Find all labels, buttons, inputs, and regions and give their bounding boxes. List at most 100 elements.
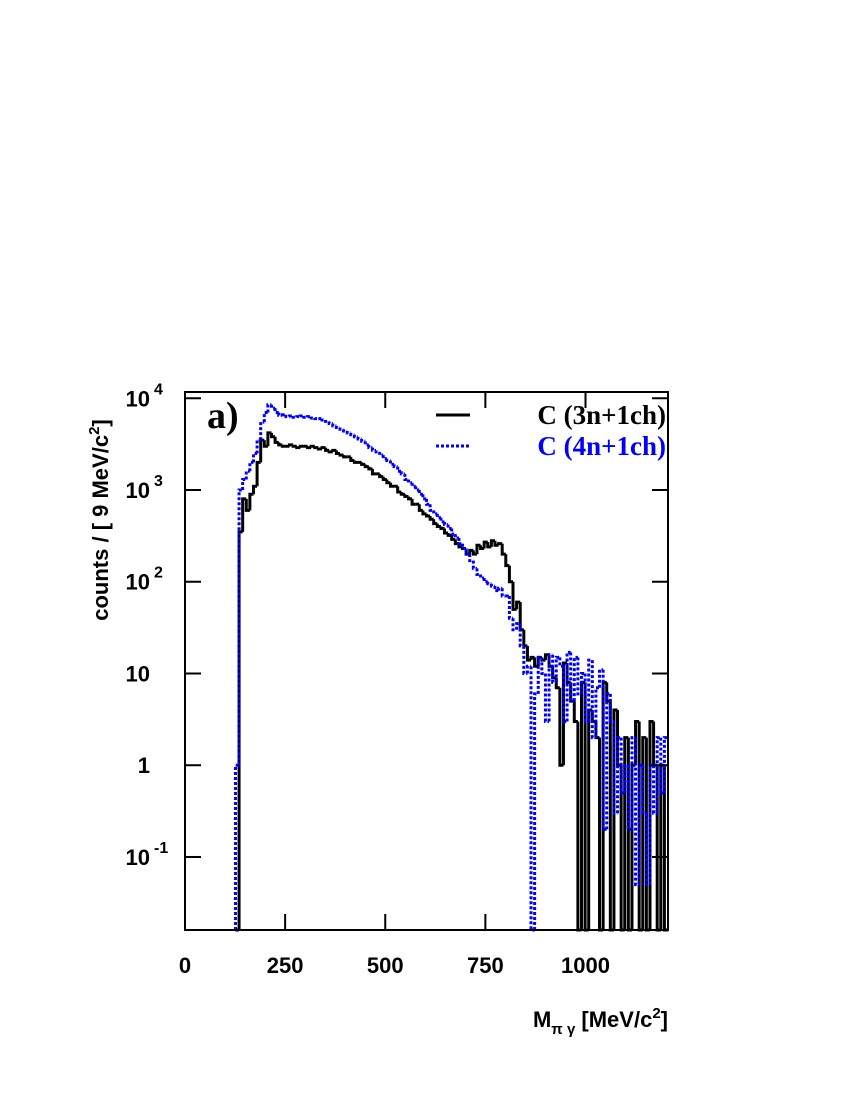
histogram-bin (594, 686, 600, 738)
histogram-bin (432, 519, 438, 526)
x-tick-label: 0 (179, 953, 191, 978)
histogram-bin (237, 530, 243, 930)
histogram-bin (313, 417, 319, 421)
histogram-bin (558, 687, 564, 767)
histogram-bin (417, 504, 423, 512)
histogram-bin (443, 521, 449, 527)
histogram-bin (327, 421, 333, 426)
histogram-bin (367, 466, 373, 471)
x-label-sub: π γ (551, 1021, 576, 1038)
histogram-bin (295, 415, 301, 419)
histogram-bin (525, 645, 532, 662)
histogram-bin (662, 736, 668, 793)
histogram-bin (324, 419, 330, 423)
histogram-bin (237, 488, 243, 766)
histogram-bin (475, 568, 481, 576)
histogram-bin (489, 583, 495, 588)
histogram-bin (659, 737, 665, 795)
annotation: a) (207, 395, 239, 437)
y-label-sup: 2 (86, 427, 103, 435)
histogram-bin (450, 535, 456, 541)
histogram-bin (475, 543, 481, 555)
x-tick-label: 250 (267, 953, 304, 978)
histogram-bin (342, 429, 348, 433)
histogram-bin (410, 482, 416, 488)
histogram-bin (338, 453, 344, 457)
histogram-bin (370, 468, 377, 476)
histogram-bin (403, 473, 409, 482)
histogram-bin (468, 554, 474, 563)
legend-label: C (4n+1ch) (537, 431, 666, 461)
histogram-bin (497, 542, 503, 546)
histogram-bin (342, 455, 348, 459)
histogram-bin (450, 528, 456, 536)
histogram-bin (298, 414, 304, 418)
histogram-bin (309, 444, 315, 448)
histogram-bin (626, 765, 632, 831)
histogram-bin (233, 763, 240, 930)
histogram-bin (356, 436, 362, 441)
histogram-bin (309, 416, 315, 420)
histogram-bin (244, 469, 250, 480)
histogram-bin (612, 721, 618, 815)
x-label-end: ] (661, 1007, 668, 1032)
histogram-bin (533, 692, 539, 930)
histogram-bin (367, 444, 373, 450)
histogram-bin (320, 446, 326, 450)
y-tick-label: 10 (126, 845, 150, 870)
histogram-bin (288, 414, 294, 418)
histogram-bin (248, 460, 254, 472)
y-tick-exponent: 3 (154, 473, 163, 490)
histogram-bin (345, 430, 351, 435)
histogram-bin (486, 542, 492, 549)
x-label-sup: 2 (652, 1005, 660, 1022)
histogram-bin (522, 629, 528, 648)
histogram-bin (500, 588, 506, 598)
y-axis-label: counts / [ 9 MeV/c2] (86, 419, 113, 621)
y-tick-label: 10 (126, 386, 150, 411)
histogram-bin (388, 482, 395, 488)
histogram-bin (298, 444, 304, 448)
histogram-bin (507, 565, 514, 584)
x-tick-label: 750 (467, 953, 504, 978)
histogram-bin (266, 403, 272, 413)
histogram-bin (464, 548, 470, 556)
plot-frame (184, 391, 669, 931)
histogram-bin (378, 451, 384, 457)
x-tick-label: 500 (367, 953, 404, 978)
histogram-bin (399, 471, 405, 476)
histogram-bin (644, 813, 650, 887)
y-tick-exponent: 4 (154, 381, 163, 398)
histogram-bin (428, 504, 434, 512)
histogram-bin (425, 498, 431, 506)
histogram-bin (511, 618, 517, 632)
histogram-bin (381, 455, 387, 461)
x-tick-label: 1000 (561, 953, 610, 978)
histogram-bin (486, 581, 492, 586)
histogram-bin (576, 657, 582, 696)
histogram-bin (547, 653, 553, 722)
histogram-bin (248, 492, 254, 511)
histogram-bin (515, 622, 521, 630)
histogram-bin (432, 510, 438, 516)
histogram-bin (619, 737, 625, 795)
y-tick-label: 10 (126, 570, 150, 595)
histogram-bin (421, 510, 427, 516)
y-label-end: ] (88, 419, 113, 426)
histogram-bin (403, 494, 409, 498)
histogram-bin (313, 446, 319, 450)
x-label-base: M (533, 1007, 551, 1032)
histogram-bin (374, 450, 380, 454)
histogram-bin (280, 444, 286, 448)
histogram-bin (370, 447, 377, 452)
histogram-bin (410, 498, 416, 506)
histogram-bin (306, 415, 312, 419)
histogram-bin (352, 460, 359, 464)
histogram-bin (525, 664, 532, 674)
y-tick-exponent: 2 (154, 565, 163, 582)
histogram-bin (579, 671, 586, 694)
histogram-bin (425, 513, 431, 518)
histogram-bin (320, 418, 326, 422)
histogram-bin (385, 479, 391, 485)
